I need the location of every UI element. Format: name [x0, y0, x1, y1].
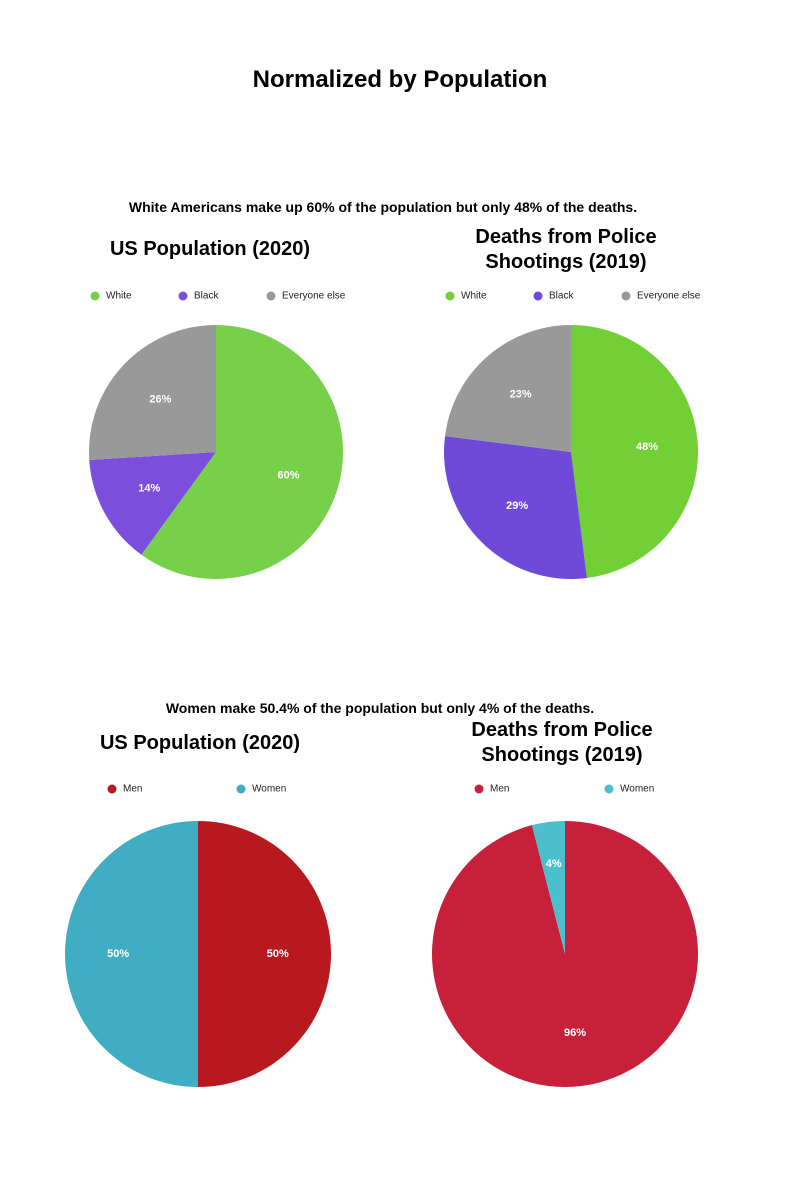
- slice-label: 29%: [506, 500, 528, 512]
- chart-title: US Population (2020): [109, 238, 311, 260]
- legend-label: Women: [252, 784, 286, 795]
- legend-marker: [178, 291, 188, 301]
- pie-slice: [445, 325, 571, 452]
- pie-slice: [141, 325, 343, 579]
- caption: Women make 50.4% of the population but o…: [165, 700, 595, 716]
- pie-slice: [198, 821, 331, 1087]
- legend-label: Women: [620, 784, 654, 795]
- legend-marker: [445, 291, 455, 301]
- legend-marker: [621, 291, 631, 301]
- legend-marker: [474, 784, 484, 794]
- legend-label: White: [461, 291, 487, 302]
- slice-label: 50%: [267, 948, 289, 960]
- slice-label: 60%: [277, 469, 299, 481]
- caption: White Americans make up 60% of the popul…: [128, 199, 638, 215]
- pie-slice: [444, 436, 587, 579]
- chart-title: US Population (2020): [99, 732, 301, 754]
- slice-label: 23%: [510, 389, 532, 401]
- slice-label: 96%: [564, 1027, 586, 1039]
- slice-label: 50%: [107, 948, 129, 960]
- slice-label: 48%: [636, 441, 658, 453]
- pie-slice: [531, 821, 565, 954]
- legend-marker: [533, 291, 543, 301]
- pie-slice: [571, 325, 699, 578]
- slice-label: 4%: [546, 858, 562, 870]
- legend-marker: [90, 291, 100, 301]
- legend-label: Men: [490, 784, 509, 795]
- legend-label: Everyone else: [282, 291, 346, 302]
- legend-label: Men: [123, 784, 142, 795]
- pie-slice: [432, 821, 698, 1087]
- pie-slice: [65, 821, 198, 1087]
- chart-title: Deaths from Police Shootings (2019): [471, 719, 653, 766]
- pie-slice: [88, 325, 216, 460]
- page-title: Normalized by Population: [252, 66, 548, 93]
- legend-marker: [266, 291, 276, 301]
- legend-marker: [236, 784, 246, 794]
- slice-label: 14%: [138, 483, 160, 495]
- legend-label: Black: [549, 291, 574, 302]
- legend-marker: [604, 784, 614, 794]
- pie-slice: [89, 452, 216, 555]
- legend-label: Everyone else: [637, 291, 701, 302]
- legend-marker: [107, 784, 117, 794]
- slice-label: 26%: [149, 394, 171, 406]
- legend-label: White: [106, 291, 132, 302]
- chart-title: Deaths from Police Shootings (2019): [475, 226, 657, 273]
- legend-label: Black: [194, 291, 219, 302]
